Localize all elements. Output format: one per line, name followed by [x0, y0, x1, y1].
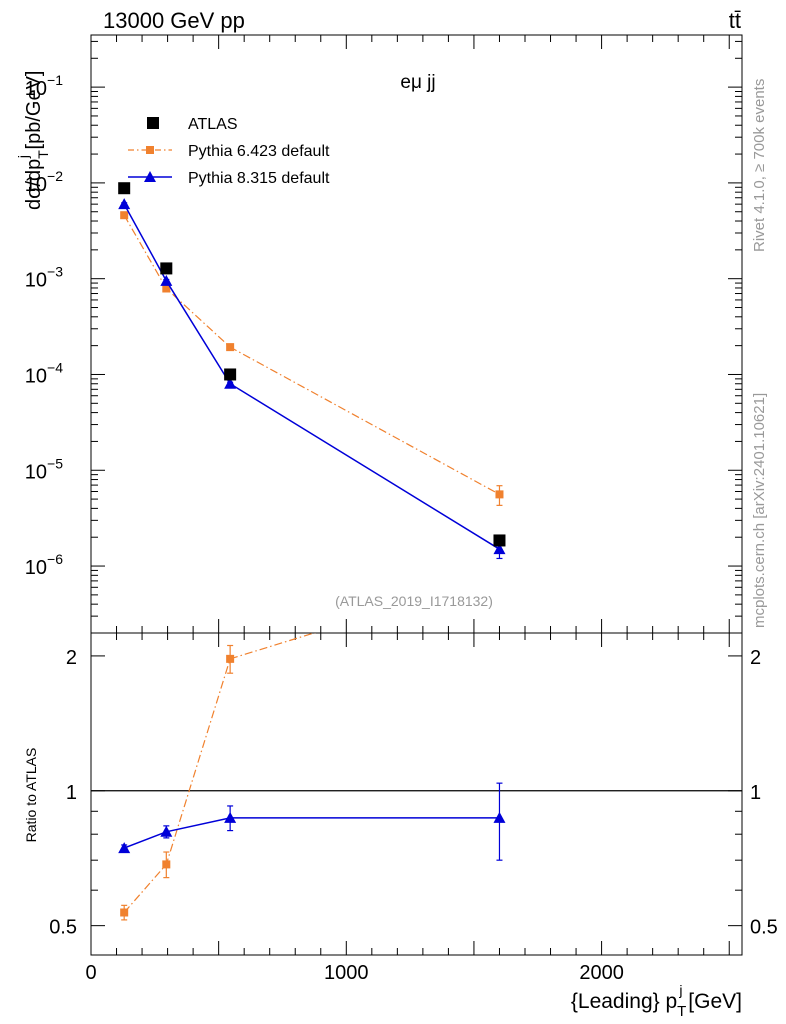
x-axis-label: {Leading} pTj [GeV] — [571, 982, 742, 1020]
ratio-pythia8-point — [118, 842, 131, 854]
ratio-pythia6-point — [162, 860, 171, 869]
main-ytick-label: 10−5 — [25, 455, 63, 483]
atlas-point — [160, 262, 173, 275]
ratio-ytick-label: 1 — [66, 782, 77, 804]
ratio-pythia8-point — [160, 825, 173, 837]
ratio-ytick-label: 2 — [66, 647, 77, 669]
ratio-axis-ticks — [90, 633, 742, 955]
legend: ATLAS Pythia 6.423 default Pythia 8.315 … — [128, 116, 330, 187]
ratio-series — [91, 572, 742, 921]
atlas-point — [224, 368, 237, 381]
pythia6-point — [162, 284, 171, 293]
pythia8-point — [224, 377, 237, 389]
pythia6-point — [495, 490, 504, 499]
rivet-label: Rivet 4.1.0, ≥ 700k events — [751, 79, 768, 252]
main-ytick-label: 10−4 — [25, 359, 63, 387]
pythia6-line — [123, 214, 500, 495]
ratio-pythia6-point — [226, 654, 235, 663]
xtick-label: 2000 — [579, 962, 624, 984]
ratio-pythia8-point — [224, 811, 237, 823]
mcplots-label: mcplots.cern.ch [arXiv:2401.10621] — [751, 393, 768, 628]
ratio-ylabel: Ratio to ATLAS — [23, 748, 39, 843]
main-series — [118, 182, 506, 560]
ratio-tick-labels: 0.5 0.5 1 1 2 2 0 1000 2000 — [49, 647, 778, 984]
main-ytick-label: 10−1 — [25, 72, 63, 100]
analysis-label: (ATLAS_2019_I1718132) — [335, 593, 493, 609]
ratio-ytick-label: 0.5 — [49, 917, 77, 939]
xtick-label: 0 — [85, 962, 96, 984]
legend-pythia8-label: Pythia 8.315 default — [188, 170, 330, 187]
pythia6-point — [120, 211, 129, 220]
legend-pythia8-marker — [144, 171, 156, 182]
pythia8-point — [160, 274, 173, 286]
pythia6-point — [226, 343, 235, 352]
atlas-point — [493, 534, 506, 547]
chart-title: eμ jj — [400, 72, 435, 93]
ratio-ytick-label-right: 1 — [750, 782, 761, 804]
main-ytick-label: 10−3 — [25, 264, 63, 292]
process-label: tt̄ — [729, 8, 741, 33]
atlas-point — [118, 182, 131, 195]
xtick-label: 1000 — [324, 962, 369, 984]
legend-pythia6-label: Pythia 6.423 default — [188, 143, 330, 160]
energy-label: 13000 GeV pp — [103, 8, 245, 33]
main-ytick-labels: 10−6 10−5 10−4 10−3 10−2 10−1 — [25, 72, 63, 579]
main-axis-ticks — [90, 35, 742, 634]
ratio-pythia6-line — [123, 633, 316, 913]
pythia8-line — [123, 203, 500, 550]
legend-atlas-marker — [147, 117, 159, 129]
ratio-frame — [90, 632, 743, 956]
pythia8-point — [118, 198, 131, 210]
pythia8-point — [493, 543, 506, 555]
ratio-pythia8-line — [123, 817, 500, 849]
main-ytick-label: 10−6 — [25, 551, 63, 579]
legend-pythia6-marker — [146, 146, 154, 154]
ratio-pythia6-point — [120, 908, 129, 917]
main-ylabel: dσ/dpTj [pb/GeV] — [15, 71, 51, 210]
ratio-pythia6-point — [495, 572, 503, 580]
ratio-pythia8-point — [493, 811, 506, 823]
ratio-ytick-label-right: 2 — [750, 647, 761, 669]
legend-atlas-label: ATLAS — [188, 116, 238, 133]
main-ytick-label: 10−2 — [25, 168, 63, 196]
ratio-ytick-label-right: 0.5 — [750, 917, 778, 939]
